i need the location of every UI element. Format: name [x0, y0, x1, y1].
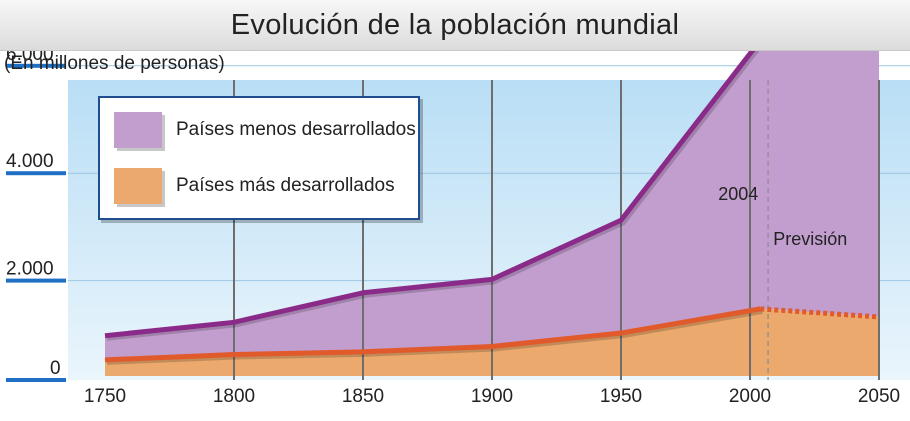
legend: Países menos desarrollados Países más de… [98, 96, 420, 220]
legend-item-more-developed: Países más desarrollados [114, 168, 395, 204]
y-tick-label: 4.000 [6, 151, 54, 172]
chart-title: Evolución de la población mundial [0, 0, 910, 51]
legend-swatch-less-developed [114, 112, 162, 148]
y-tick-bar [6, 171, 66, 176]
x-tick-label: 1800 [213, 386, 255, 407]
legend-swatch-more-developed [114, 168, 162, 204]
legend-label-less-developed: Países menos desarrollados [176, 119, 416, 140]
y-tick-label: 2.000 [6, 259, 54, 280]
x-tick-label: 1750 [84, 386, 126, 407]
x-tick-label: 2000 [729, 386, 771, 407]
line-more-developed-forecast [760, 306, 880, 320]
area-less-developed [105, 0, 879, 360]
y-tick-bar [6, 63, 66, 68]
y-axis-unit-label: (En millones de personas) [4, 53, 225, 74]
annotation-forecast: Previsión [773, 229, 847, 249]
y-tick-bar [6, 278, 66, 283]
y-tick-label: 0 [50, 358, 61, 379]
line-more-developed [104, 306, 761, 363]
legend-item-less-developed: Países menos desarrollados [114, 112, 416, 148]
area-more-developed [105, 308, 879, 376]
x-tick-label: 1850 [342, 386, 384, 407]
x-tick-label: 1950 [600, 386, 642, 407]
line-total-population [104, 38, 763, 339]
annotation-2004: 2004 [718, 184, 758, 204]
legend-label-more-developed: Países más desarrollados [176, 175, 395, 196]
x-tick-label: 2050 [858, 386, 900, 407]
y-tick-bar [6, 378, 66, 382]
x-tick-label: 1900 [471, 386, 513, 407]
